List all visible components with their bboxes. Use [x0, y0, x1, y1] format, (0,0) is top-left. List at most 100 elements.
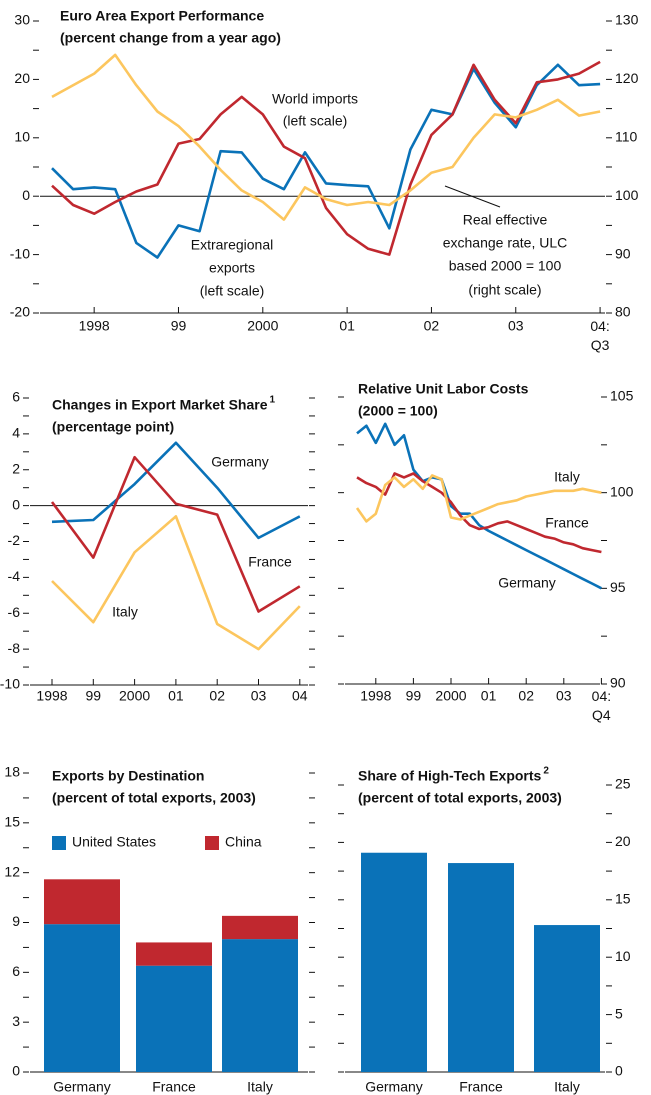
bar-segment: [44, 879, 120, 925]
series-label: Germany: [211, 454, 269, 470]
x-tick-label: 01: [339, 318, 355, 334]
x-tick-label: France: [459, 1079, 503, 1095]
x-tick-label: France: [152, 1079, 196, 1095]
x-tick-label: 04: Q4: [592, 688, 611, 723]
series-label: Extraregional: [191, 237, 274, 253]
y-tick-label: 80: [615, 304, 631, 320]
y-tick-label: 110: [615, 129, 638, 145]
y-tick-label: 6: [12, 963, 20, 979]
y-tick-label: 18: [4, 764, 20, 780]
series-label: exchange rate, ULC: [443, 235, 568, 251]
x-tick-label: 1998: [79, 318, 110, 334]
footnote-mark: 2: [543, 766, 549, 777]
x-tick-label: 99: [86, 688, 102, 704]
x-tick-label: Italy: [554, 1079, 580, 1095]
y-tick-label: 25: [615, 776, 631, 792]
y-tick-label: 20: [615, 833, 631, 849]
series-label: Italy: [112, 604, 138, 620]
series-label: exports: [209, 260, 255, 276]
y-tick-label: 6: [12, 389, 20, 405]
legend-label: United States: [72, 834, 156, 850]
legend-swatch: [205, 836, 219, 850]
series-line: [51, 515, 301, 651]
y-tick-label: 0: [12, 496, 20, 512]
x-tick-label: 04: Q3: [590, 318, 609, 353]
y-tick-label: 95: [610, 579, 626, 595]
series-line: [356, 472, 602, 554]
series-label: (left scale): [283, 113, 348, 129]
y-tick-label: 5: [615, 1005, 623, 1021]
y-tick-label: 90: [615, 245, 631, 261]
y-tick-label: 100: [615, 187, 639, 203]
bar-segment: [222, 939, 298, 1072]
series-label: France: [545, 515, 589, 531]
series-label: Italy: [554, 469, 580, 485]
chart-title: Share of High-Tech Exports: [358, 768, 542, 784]
y-tick-label: 3: [12, 1013, 20, 1029]
y-tick-label: -8: [8, 640, 21, 656]
chart-subtitle: (percent change from a year ago): [60, 30, 281, 46]
x-tick-label: 01: [168, 688, 184, 704]
y-tick-label: 105: [610, 388, 634, 404]
y-tick-label: -10: [10, 245, 30, 261]
y-tick-label: 0: [12, 1063, 20, 1079]
y-tick-label: 100: [610, 483, 634, 499]
series-label: (left scale): [200, 283, 265, 299]
x-tick-label: 04: [292, 688, 308, 704]
y-tick-label: 30: [14, 12, 30, 28]
bar: [448, 863, 514, 1072]
x-tick-label: 1998: [360, 688, 391, 704]
y-tick-label: 0: [615, 1063, 623, 1079]
series-line: [356, 422, 602, 590]
bar-segment: [136, 942, 212, 966]
x-tick-label: 1998: [36, 688, 67, 704]
x-tick-label: 2000: [435, 688, 466, 704]
series-label: Real effective: [463, 212, 548, 228]
x-tick-label: Italy: [247, 1079, 273, 1095]
series-label: World imports: [272, 91, 358, 107]
y-tick-label: 20: [14, 70, 30, 86]
series-label: (right scale): [468, 282, 541, 298]
y-tick-label: 10: [615, 948, 631, 964]
series-label: based 2000 = 100: [449, 258, 562, 274]
y-tick-label: 90: [610, 675, 626, 691]
x-tick-label: 99: [171, 318, 187, 334]
bar: [534, 925, 600, 1072]
x-tick-label: 02: [518, 688, 534, 704]
chart-title: Exports by Destination: [52, 768, 204, 784]
series-line: [51, 63, 601, 259]
y-tick-label: -20: [10, 304, 30, 320]
y-tick-label: 10: [14, 129, 30, 145]
y-tick-label: 15: [615, 891, 631, 907]
x-tick-label: Germany: [365, 1079, 423, 1095]
y-tick-label: 130: [615, 12, 639, 28]
y-tick-label: 0: [22, 187, 30, 203]
x-tick-label: 02: [209, 688, 225, 704]
series-label: Germany: [498, 575, 556, 591]
y-tick-label: -6: [8, 604, 21, 620]
series-line: [51, 441, 301, 540]
chart-title: Euro Area Export Performance: [60, 8, 264, 24]
legend-swatch: [52, 836, 66, 850]
y-tick-label: -4: [8, 568, 21, 584]
series-line: [50, 455, 301, 613]
y-tick-label: 4: [12, 425, 20, 441]
chart-subtitle: (2000 = 100): [358, 403, 438, 419]
x-tick-label: 99: [406, 688, 422, 704]
footnote-mark: 1: [270, 395, 276, 406]
bar-segment: [44, 924, 120, 1072]
y-tick-label: 9: [12, 913, 20, 929]
bar-segment: [222, 915, 298, 940]
x-tick-label: 01: [481, 688, 497, 704]
legend-label: China: [225, 834, 262, 850]
x-tick-label: 03: [556, 688, 572, 704]
x-tick-label: 02: [424, 318, 440, 334]
y-tick-label: -2: [8, 532, 21, 548]
chart-title: Relative Unit Labor Costs: [358, 381, 529, 397]
y-tick-label: 12: [4, 863, 20, 879]
chart-subtitle: (percent of total exports, 2003): [52, 790, 256, 806]
series-line: [51, 53, 601, 221]
chart-subtitle: (percentage point): [52, 419, 174, 435]
x-tick-label: 2000: [119, 688, 150, 704]
